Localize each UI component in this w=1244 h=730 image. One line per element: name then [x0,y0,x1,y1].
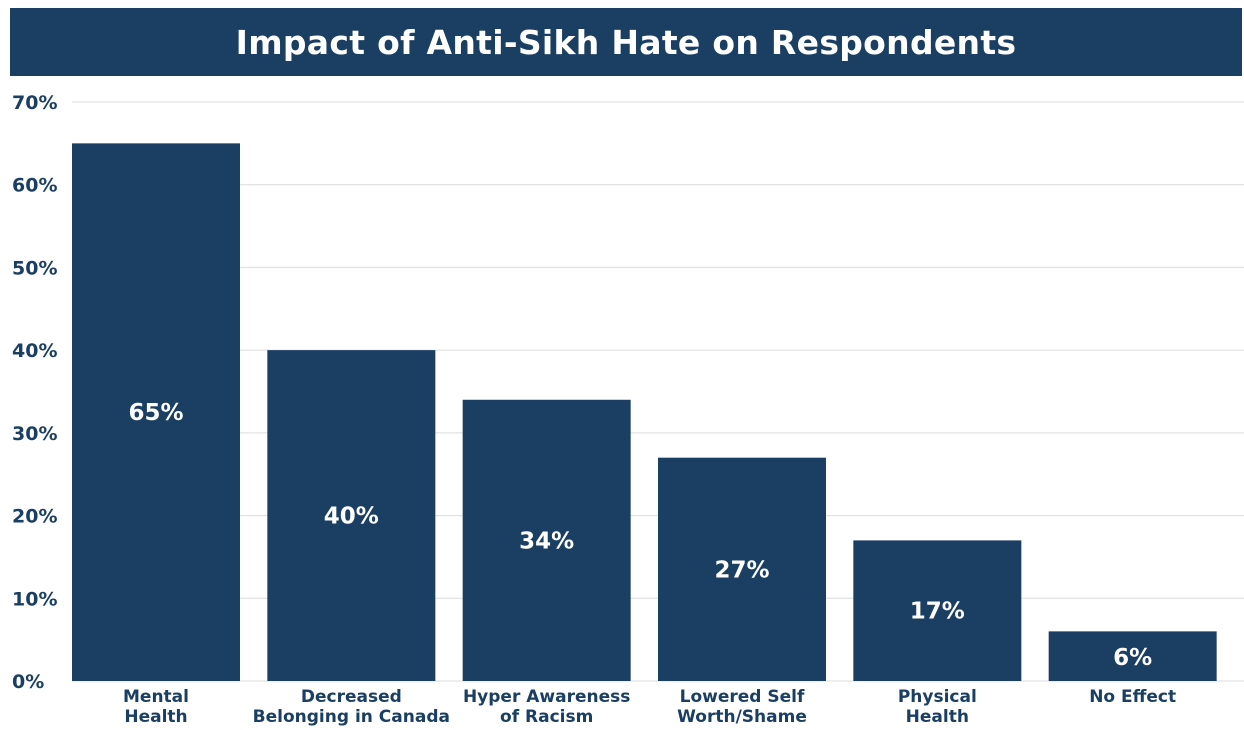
x-tick-label: Physical [898,687,977,707]
bar-value-label: 6% [1113,645,1152,671]
x-tick-label: Belonging in Canada [253,707,450,727]
bar [72,143,240,681]
x-tick-label: Decreased [301,687,402,707]
x-tick-label: Health [906,707,969,727]
y-tick-label: 40% [12,340,57,362]
y-tick-label: 70% [12,92,57,114]
x-tick-label: Worth/Shame [677,707,807,727]
chart-title: Impact of Anti-Sikh Hate on Respondents [10,8,1242,76]
y-tick-label: 30% [12,423,57,445]
bar [658,457,826,681]
bar [462,399,631,681]
y-tick-label: 20% [12,506,57,528]
bar [853,540,1022,681]
x-tick-label: Lowered Self [680,687,805,707]
y-tick-label: 50% [12,257,57,279]
bar-value-label: 27% [714,557,769,583]
y-axis: 0% 10% 20% 30% 40% 50% 60% 70% [12,92,57,693]
x-tick-label: No Effect [1089,687,1176,707]
x-tick-label: Hyper Awareness [463,687,630,707]
bar [267,350,436,681]
bar [1048,631,1217,681]
bar-value-label: 17% [910,599,965,625]
x-tick-label: Health [124,707,187,727]
bar-value-label: 40% [324,504,379,530]
bar-value-label: 65% [128,400,183,426]
x-tick-label: of Racism [500,707,593,727]
y-tick-label: 0% [12,671,44,693]
bar-value-label: 34% [519,528,574,554]
y-tick-label: 60% [12,175,57,197]
x-tick-label: Mental [123,687,189,707]
y-tick-label: 10% [12,588,57,610]
bars: 65% 40% 34% 27% 17% 6% [72,143,1217,681]
